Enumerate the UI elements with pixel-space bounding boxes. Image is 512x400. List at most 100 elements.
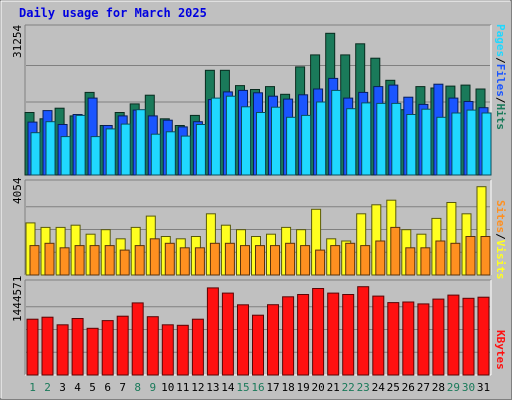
pages-bar — [45, 121, 56, 176]
kbytes-bar — [312, 288, 325, 376]
sites-bar — [405, 247, 416, 276]
kbytes-bar — [267, 304, 279, 376]
x-tick-label: 23 — [357, 381, 370, 394]
x-tick-label: 8 — [134, 381, 141, 394]
sites-bar — [29, 245, 40, 276]
kbytes-bar — [462, 297, 475, 376]
sites-bar — [345, 242, 356, 276]
kbytes-bar — [191, 318, 204, 376]
pages-bar — [241, 106, 251, 176]
kbytes-bar — [101, 320, 114, 376]
pages-bar — [271, 106, 281, 176]
x-tick-label: 18 — [281, 381, 294, 394]
x-tick-label: 12 — [191, 381, 204, 394]
pages-bar — [376, 102, 387, 176]
x-tick-label: 4 — [74, 381, 81, 394]
kbytes-bar — [357, 286, 370, 376]
sites-bar — [435, 240, 446, 276]
x-tick-label: 25 — [387, 381, 400, 394]
x-tick-label: 29 — [447, 381, 460, 394]
legend-sep: / — [494, 233, 507, 240]
x-tick-label: 17 — [266, 381, 279, 394]
sites-bar — [285, 242, 296, 276]
kbytes-bar — [372, 295, 385, 376]
kbytes-bar — [116, 315, 129, 376]
pages-bar — [361, 102, 372, 176]
sites-bar — [59, 247, 70, 276]
sites-bar — [149, 238, 160, 276]
x-tick-label: 30 — [462, 381, 475, 394]
sites-bar — [104, 245, 115, 276]
pages-bar — [150, 133, 161, 176]
pages-bar — [346, 108, 357, 176]
sites-bar — [360, 245, 371, 276]
pages-bar — [75, 114, 86, 176]
legend-pages: Pages — [494, 24, 507, 58]
hits-max-label: 31254 — [11, 24, 24, 58]
sites-bar — [315, 249, 326, 276]
x-tick-label: 19 — [296, 381, 309, 394]
x-tick-label: 26 — [402, 381, 415, 394]
pages-bar — [210, 97, 221, 176]
kbytes-bar — [477, 296, 490, 376]
x-tick-label: 2 — [44, 381, 51, 394]
pages-bar — [30, 132, 41, 176]
legend-hits: Hits — [494, 103, 507, 131]
sites-bar — [420, 247, 431, 276]
x-tick-label: 6 — [104, 381, 111, 394]
sites-bar — [209, 242, 220, 276]
kbytes-bar — [402, 301, 415, 376]
legend-sep: / — [494, 57, 507, 64]
x-tick-label: 3 — [59, 381, 66, 394]
pages-bar — [60, 136, 71, 176]
kbytes-bar — [161, 324, 174, 376]
sites-bar — [465, 236, 476, 276]
kbytes-bar — [447, 294, 460, 376]
kbytes-bar — [26, 318, 39, 376]
legend-top: Pages/Files/Hits — [494, 24, 507, 130]
kbytes-bar — [131, 302, 144, 376]
sites-bar — [179, 247, 190, 276]
pages-bar — [466, 109, 477, 176]
kbytes-bar — [432, 298, 445, 376]
sites-bar — [270, 245, 280, 276]
kbytes-bar — [221, 292, 234, 376]
sites-bar — [480, 236, 491, 276]
pages-bar — [391, 102, 402, 176]
legend-mid: Sites/Visits — [494, 200, 507, 280]
x-tick-label: 5 — [89, 381, 96, 394]
kbytes-max-label: 1444571 — [11, 275, 24, 322]
pages-bar — [225, 95, 236, 176]
visits-max-label: 4054 — [11, 177, 24, 205]
sites-bar — [194, 247, 205, 276]
x-tick-label: 1 — [29, 381, 36, 394]
kbytes-bar — [41, 316, 54, 376]
sites-bar — [390, 226, 401, 276]
pages-bar — [316, 101, 327, 176]
kbytes-bar — [327, 292, 340, 376]
pages-bar — [90, 136, 101, 176]
x-tick-label: 31 — [477, 381, 490, 394]
kbytes-bar — [237, 304, 249, 376]
kbytes-bar — [71, 318, 84, 376]
sites-bar — [255, 245, 265, 276]
x-tick-label: 27 — [417, 381, 430, 394]
pages-bar — [165, 131, 176, 176]
legend-kbytes: KBytes — [494, 330, 507, 370]
legend-bottom: KBytes — [494, 330, 507, 370]
sites-bar — [240, 245, 250, 276]
pages-bar — [481, 112, 492, 176]
kbytes-bar — [206, 287, 219, 376]
kbytes-bar — [86, 327, 99, 376]
pages-bar — [135, 109, 146, 176]
pages-bar — [195, 124, 206, 176]
x-tick-label: 20 — [311, 381, 324, 394]
pages-bar — [256, 112, 266, 176]
sites-bar — [375, 240, 386, 276]
kbytes-bar — [252, 314, 264, 376]
pages-bar — [286, 116, 297, 176]
pages-bar — [421, 108, 432, 176]
sites-bar — [450, 242, 461, 276]
legend-sep: / — [494, 96, 507, 104]
